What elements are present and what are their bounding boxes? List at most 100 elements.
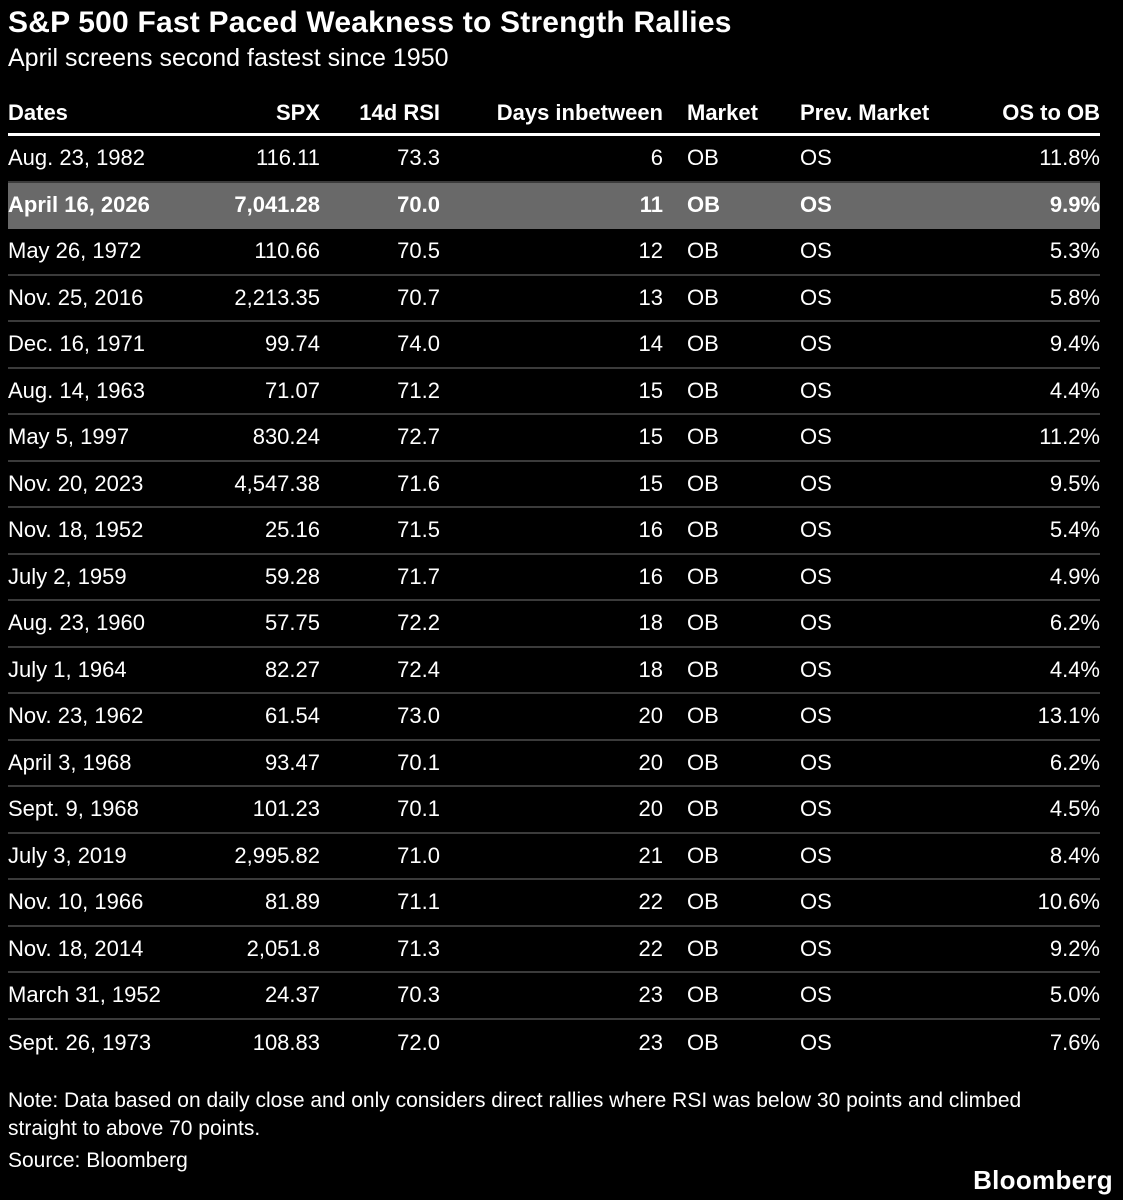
cell-14d-rsi: 71.1 <box>397 889 440 915</box>
table-row: Aug. 14, 1963 71.07 71.2 15 OB OS 4.4% <box>8 369 1100 415</box>
cell-spx: 108.83 <box>252 1029 320 1055</box>
table-row: Nov. 18, 2014 2,051.8 71.3 22 OB OS 9.2% <box>8 927 1100 973</box>
table-row: July 3, 2019 2,995.82 71.0 21 OB OS 8.4% <box>8 834 1100 880</box>
cell-days-inbetween: 16 <box>638 517 663 543</box>
cell-dates: May 5, 1997 <box>8 424 130 450</box>
table-header-row: Dates SPX 14d RSI Days inbetween Market Prev.… <box>8 92 1100 136</box>
cell-14d-rsi: 72.0 <box>397 1029 440 1055</box>
cell-prev-market: OS <box>800 796 832 822</box>
cell-os-to-ob: 9.5% <box>1049 470 1100 496</box>
cell-prev-market: OS <box>800 842 832 868</box>
cell-dates: Sept. 9, 1968 <box>8 796 139 822</box>
cell-os-to-ob: 9.4% <box>1049 331 1100 357</box>
cell-days-inbetween: 23 <box>638 1029 663 1055</box>
cell-dates: April 16, 2026 <box>8 191 150 217</box>
cell-market: OB <box>687 982 719 1008</box>
cell-spx: 830.24 <box>252 424 320 450</box>
cell-days-inbetween: 14 <box>638 331 663 357</box>
cell-market: OB <box>687 610 719 636</box>
table-row: Sept. 9, 1968 101.23 70.1 20 OB OS 4.5% <box>8 787 1100 834</box>
cell-14d-rsi: 70.7 <box>397 284 440 310</box>
cell-prev-market: OS <box>800 749 832 775</box>
cell-days-inbetween: 23 <box>638 982 663 1008</box>
column-header-market: Market <box>687 99 758 125</box>
cell-days-inbetween: 18 <box>638 656 663 682</box>
cell-14d-rsi: 70.1 <box>397 796 440 822</box>
cell-market: OB <box>687 238 719 264</box>
cell-days-inbetween: 6 <box>650 145 663 171</box>
cell-days-inbetween: 15 <box>638 424 663 450</box>
cell-spx: 2,995.82 <box>234 842 320 868</box>
cell-market: OB <box>687 749 719 775</box>
cell-days-inbetween: 21 <box>638 842 663 868</box>
cell-14d-rsi: 73.3 <box>397 145 440 171</box>
cell-prev-market: OS <box>800 935 832 961</box>
bloomberg-logo: Bloomberg <box>973 1165 1113 1195</box>
cell-dates: July 3, 2019 <box>8 842 127 868</box>
cell-14d-rsi: 72.2 <box>397 610 440 636</box>
table-row: Nov. 10, 1966 81.89 71.1 22 OB OS 10.6% <box>8 880 1100 927</box>
cell-dates: July 1, 1964 <box>8 656 127 682</box>
cell-prev-market: OS <box>800 331 832 357</box>
cell-market: OB <box>687 796 719 822</box>
cell-os-to-ob: 8.4% <box>1049 842 1100 868</box>
cell-os-to-ob: 7.6% <box>1049 1029 1100 1055</box>
cell-os-to-ob: 9.9% <box>1049 191 1100 217</box>
cell-os-to-ob: 11.8% <box>1039 145 1100 171</box>
cell-14d-rsi: 73.0 <box>397 703 440 729</box>
cell-dates: Aug. 14, 1963 <box>8 377 146 403</box>
cell-dates: Nov. 25, 2016 <box>8 284 144 310</box>
cell-os-to-ob: 6.2% <box>1049 610 1100 636</box>
cell-spx: 71.07 <box>264 377 320 403</box>
cell-os-to-ob: 4.5% <box>1049 796 1100 822</box>
cell-os-to-ob: 5.8% <box>1049 284 1100 310</box>
table-row: Dec. 16, 1971 99.74 74.0 14 OB OS 9.4% <box>8 322 1100 369</box>
cell-days-inbetween: 22 <box>638 889 663 915</box>
table-row: Sept. 26, 1973 108.83 72.0 23 OB OS 7.6% <box>8 1020 1100 1067</box>
page-subtitle: April screens second fastest since 1950 <box>8 44 449 72</box>
cell-14d-rsi: 72.7 <box>397 424 440 450</box>
cell-prev-market: OS <box>800 889 832 915</box>
cell-dates: Sept. 26, 1973 <box>8 1029 152 1055</box>
cell-prev-market: OS <box>800 656 832 682</box>
cell-os-to-ob: 9.2% <box>1049 935 1100 961</box>
cell-days-inbetween: 22 <box>638 935 663 961</box>
cell-14d-rsi: 71.0 <box>397 842 440 868</box>
table-row: July 2, 1959 59.28 71.7 16 OB OS 4.9% <box>8 555 1100 601</box>
cell-market: OB <box>687 377 719 403</box>
table-body: Aug. 23, 1982 116.11 73.3 6 OB OS 11.8% April 1… <box>8 136 1100 1066</box>
cell-prev-market: OS <box>800 238 832 264</box>
cell-dates: Nov. 23, 1962 <box>8 703 144 729</box>
cell-os-to-ob: 4.9% <box>1049 563 1100 589</box>
cell-spx: 116.11 <box>255 145 320 171</box>
cell-market: OB <box>687 703 719 729</box>
cell-prev-market: OS <box>800 284 832 310</box>
table-row: May 26, 1972 110.66 70.5 12 OB OS 5.3% <box>8 229 1100 276</box>
cell-prev-market: OS <box>800 1029 832 1055</box>
cell-days-inbetween: 20 <box>638 703 663 729</box>
cell-prev-market: OS <box>800 982 832 1008</box>
table-row: March 31, 1952 24.37 70.3 23 OB OS 5.0% <box>8 973 1100 1020</box>
cell-days-inbetween: 20 <box>638 796 663 822</box>
cell-14d-rsi: 71.6 <box>397 470 440 496</box>
cell-days-inbetween: 16 <box>638 563 663 589</box>
cell-prev-market: OS <box>800 377 832 403</box>
table-row: Nov. 25, 2016 2,213.35 70.7 13 OB OS 5.8% <box>8 276 1100 322</box>
cell-market: OB <box>687 517 719 543</box>
cell-os-to-ob: 4.4% <box>1049 377 1100 403</box>
cell-market: OB <box>687 1029 719 1055</box>
source-line: Source: Bloomberg <box>8 1149 188 1172</box>
cell-14d-rsi: 71.2 <box>397 377 440 403</box>
cell-os-to-ob: 13.1% <box>1037 703 1100 729</box>
cell-market: OB <box>687 284 719 310</box>
page-title: S&P 500 Fast Paced Weakness to Strength … <box>8 6 732 39</box>
column-header-days-inbetween: Days inbetween <box>496 99 663 125</box>
cell-dates: April 3, 1968 <box>8 749 132 775</box>
footnote: Note: Data based on daily close and only… <box>8 1089 1022 1140</box>
cell-spx: 25.16 <box>264 517 320 543</box>
cell-spx: 82.27 <box>264 656 320 682</box>
cell-days-inbetween: 11 <box>639 191 663 217</box>
cell-os-to-ob: 10.6% <box>1037 889 1100 915</box>
cell-dates: Nov. 20, 2023 <box>8 470 144 496</box>
cell-dates: Nov. 18, 1952 <box>8 517 144 543</box>
